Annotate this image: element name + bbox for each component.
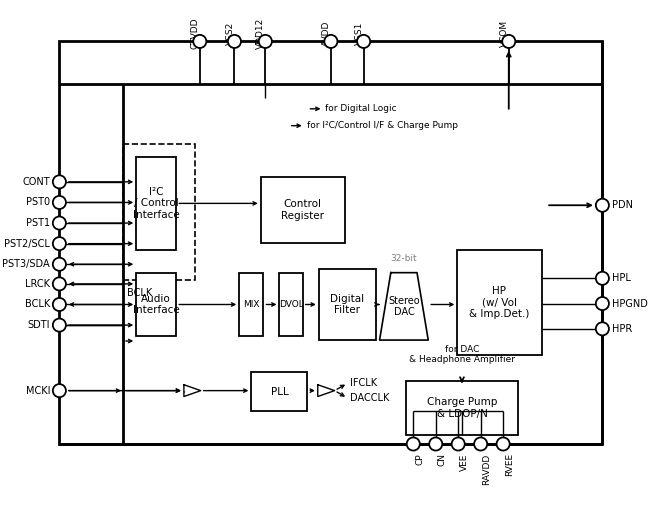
- Text: for I²C/Control I/F & Charge Pump: for I²C/Control I/F & Charge Pump: [306, 121, 458, 130]
- Text: PST2/SCL: PST2/SCL: [4, 239, 50, 249]
- Text: Charge Pump
& LDOP/N: Charge Pump & LDOP/N: [427, 397, 497, 419]
- Circle shape: [474, 437, 487, 451]
- Text: DACCLK: DACCLK: [349, 393, 389, 403]
- Circle shape: [429, 437, 442, 451]
- Text: PLL: PLL: [271, 386, 288, 397]
- Text: CTVDD: CTVDD: [191, 17, 200, 49]
- Text: for DAC
& Headphone Amplifier: for DAC & Headphone Amplifier: [409, 345, 515, 364]
- Text: IFCLK: IFCLK: [349, 378, 377, 388]
- Circle shape: [53, 384, 66, 397]
- Circle shape: [596, 199, 609, 212]
- Text: Digital
Filter: Digital Filter: [330, 294, 364, 315]
- Text: VDD12: VDD12: [256, 17, 265, 49]
- FancyBboxPatch shape: [457, 250, 542, 355]
- Text: Audio
Interface: Audio Interface: [133, 294, 180, 315]
- Circle shape: [53, 258, 66, 271]
- Text: AVDD: AVDD: [322, 20, 331, 45]
- Circle shape: [596, 322, 609, 335]
- Circle shape: [357, 35, 370, 48]
- FancyBboxPatch shape: [239, 273, 263, 336]
- Circle shape: [193, 35, 207, 48]
- Circle shape: [53, 277, 66, 290]
- Polygon shape: [318, 385, 334, 397]
- Circle shape: [228, 35, 241, 48]
- Circle shape: [497, 437, 510, 451]
- Text: HPR: HPR: [612, 324, 632, 334]
- Circle shape: [596, 272, 609, 285]
- Text: DVOL: DVOL: [278, 300, 303, 309]
- Text: VSS1: VSS1: [355, 21, 364, 44]
- Circle shape: [53, 196, 66, 209]
- Text: HP
(w/ Vol
& Imp.Det.): HP (w/ Vol & Imp.Det.): [469, 286, 529, 319]
- Circle shape: [53, 318, 66, 332]
- Text: Control
Register: Control Register: [281, 199, 324, 221]
- Circle shape: [502, 35, 515, 48]
- Text: CP: CP: [415, 453, 424, 465]
- Text: BCLK: BCLK: [25, 299, 50, 310]
- Text: PST1: PST1: [26, 218, 50, 228]
- FancyBboxPatch shape: [319, 269, 376, 340]
- Text: CONT: CONT: [22, 177, 50, 187]
- Text: HPGND: HPGND: [612, 298, 647, 309]
- Text: HPL: HPL: [612, 273, 630, 283]
- Text: VEE: VEE: [460, 453, 469, 471]
- Text: PST0: PST0: [26, 197, 50, 207]
- Text: LRCK: LRCK: [25, 279, 50, 289]
- Circle shape: [53, 175, 66, 189]
- Text: CN: CN: [437, 453, 447, 467]
- Text: for Digital Logic: for Digital Logic: [325, 104, 397, 113]
- Text: BCLK: BCLK: [126, 288, 152, 298]
- Polygon shape: [379, 273, 428, 340]
- Circle shape: [53, 298, 66, 311]
- Circle shape: [324, 35, 338, 48]
- FancyBboxPatch shape: [136, 156, 177, 250]
- FancyBboxPatch shape: [59, 41, 602, 444]
- FancyBboxPatch shape: [261, 177, 345, 243]
- Circle shape: [53, 217, 66, 229]
- Circle shape: [407, 437, 420, 451]
- Text: RAVDD: RAVDD: [482, 453, 492, 484]
- Text: 32-bit: 32-bit: [391, 254, 417, 263]
- FancyBboxPatch shape: [251, 372, 308, 411]
- Circle shape: [259, 35, 272, 48]
- Polygon shape: [184, 385, 201, 397]
- Circle shape: [452, 437, 465, 451]
- FancyBboxPatch shape: [136, 273, 177, 336]
- Text: Stereo
DAC: Stereo DAC: [388, 295, 420, 317]
- Circle shape: [596, 297, 609, 310]
- FancyBboxPatch shape: [406, 381, 518, 435]
- Text: PDN: PDN: [612, 200, 632, 210]
- Text: PST3/SDA: PST3/SDA: [3, 259, 50, 269]
- Circle shape: [53, 237, 66, 250]
- FancyBboxPatch shape: [280, 273, 303, 336]
- FancyBboxPatch shape: [123, 145, 195, 280]
- Text: SDTI: SDTI: [27, 320, 50, 330]
- Text: VCOM: VCOM: [500, 19, 509, 47]
- Text: RVEE: RVEE: [505, 453, 514, 476]
- Text: MIX: MIX: [243, 300, 259, 309]
- Text: I²C
/ Control
Interface: I²C / Control Interface: [133, 187, 180, 220]
- Text: VSS2: VSS2: [226, 21, 235, 44]
- Text: MCKI: MCKI: [25, 386, 50, 396]
